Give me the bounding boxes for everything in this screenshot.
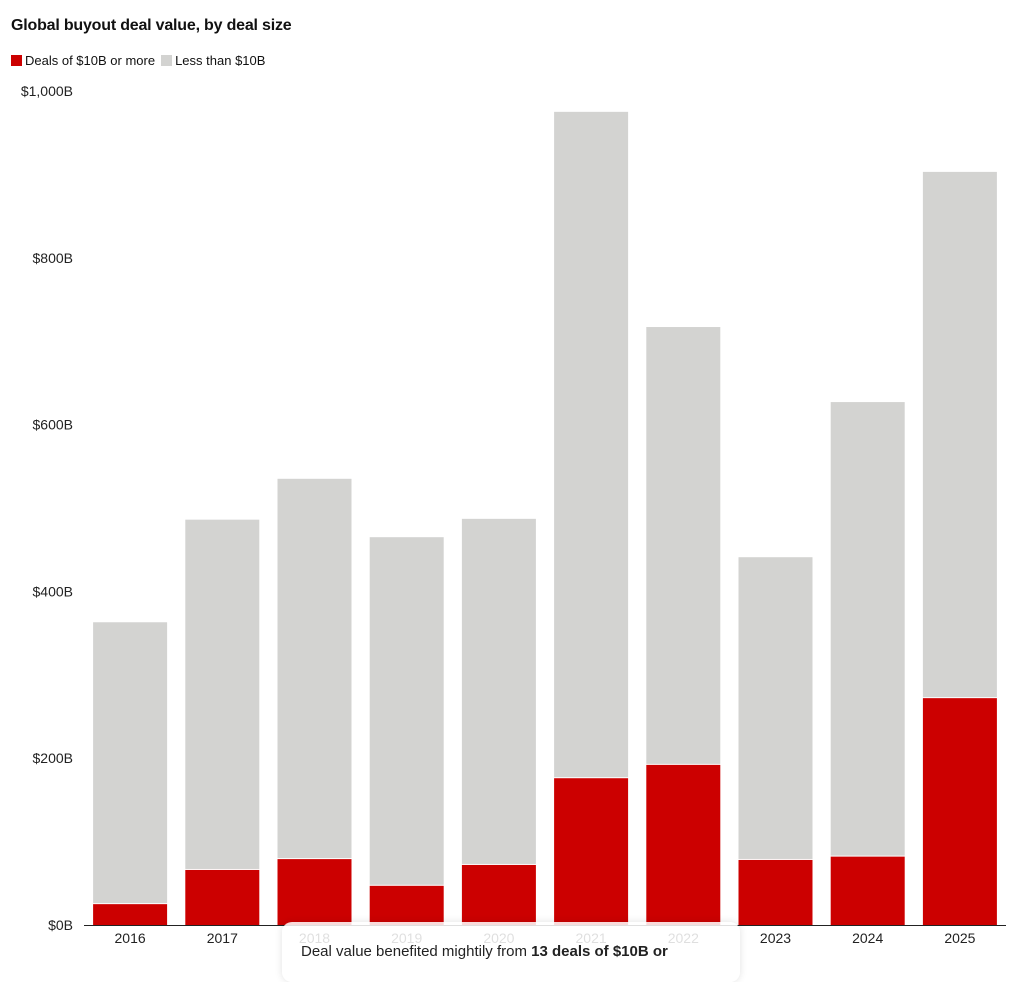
- y-tick-label: $800B: [33, 250, 73, 266]
- bar-small-deals-2016[interactable]: [93, 622, 168, 904]
- tooltip-text: Deal value benefited mightily from 13 de…: [301, 943, 668, 960]
- y-tick-label: $400B: [33, 583, 73, 599]
- bar-small-deals-2024[interactable]: [830, 402, 905, 856]
- legend-swatch-small: [161, 55, 173, 66]
- legend-label-large: Deals of $10B or more: [25, 53, 156, 68]
- x-tick-label: 2016: [115, 930, 146, 946]
- tooltip-text-bold: 13 deals of $10B or: [531, 943, 668, 960]
- bar-large-deals-2021[interactable]: [554, 778, 629, 925]
- bar-large-deals-2023[interactable]: [738, 859, 813, 925]
- bar-small-deals-2021[interactable]: [554, 111, 629, 778]
- x-tick-label: 2017: [207, 930, 238, 946]
- bar-large-deals-2024[interactable]: [830, 856, 905, 925]
- x-tick-label: 2025: [944, 930, 975, 946]
- y-tick-label: $200B: [33, 750, 73, 766]
- bar-large-deals-2016[interactable]: [93, 904, 168, 925]
- bar-small-deals-2023[interactable]: [738, 557, 813, 859]
- legend-item-small[interactable]: Less than $10B: [161, 53, 265, 68]
- x-tick-label: 2023: [760, 930, 791, 946]
- chart-title: Global buyout deal value, by deal size: [11, 17, 292, 34]
- tooltip: Deal value benefited mightily from 13 de…: [282, 922, 740, 982]
- bar-large-deals-2018[interactable]: [277, 859, 352, 925]
- bar-chart: $0B $200B $400B $600B $800B $1,000B 2016 2017 20…: [21, 83, 1006, 946]
- tooltip-text-plain: Deal value benefited mightily from: [301, 943, 532, 960]
- bar-small-deals-2018[interactable]: [277, 478, 352, 859]
- legend-item-large[interactable]: Deals of $10B or more: [11, 53, 155, 68]
- bar-large-deals-2017[interactable]: [185, 869, 260, 925]
- bar-small-deals-2017[interactable]: [185, 519, 260, 869]
- legend: Deals of $10B or more Less than $10B: [11, 53, 265, 68]
- legend-label-small: Less than $10B: [175, 53, 266, 68]
- bar-large-deals-2020[interactable]: [461, 864, 536, 925]
- x-tick-label: 2024: [852, 930, 883, 946]
- bar-small-deals-2019[interactable]: [369, 537, 444, 885]
- y-tick-label: $1,000B: [21, 83, 73, 99]
- bar-small-deals-2020[interactable]: [461, 518, 536, 864]
- y-tick-label: $0B: [48, 917, 73, 933]
- bar-small-deals-2025[interactable]: [922, 171, 997, 698]
- y-tick-label: $600B: [33, 417, 73, 433]
- bar-large-deals-2019[interactable]: [369, 885, 444, 925]
- bar-large-deals-2022[interactable]: [646, 764, 721, 925]
- legend-swatch-large: [11, 55, 22, 66]
- bar-large-deals-2025[interactable]: [922, 698, 997, 925]
- bar-small-deals-2022[interactable]: [646, 327, 721, 764]
